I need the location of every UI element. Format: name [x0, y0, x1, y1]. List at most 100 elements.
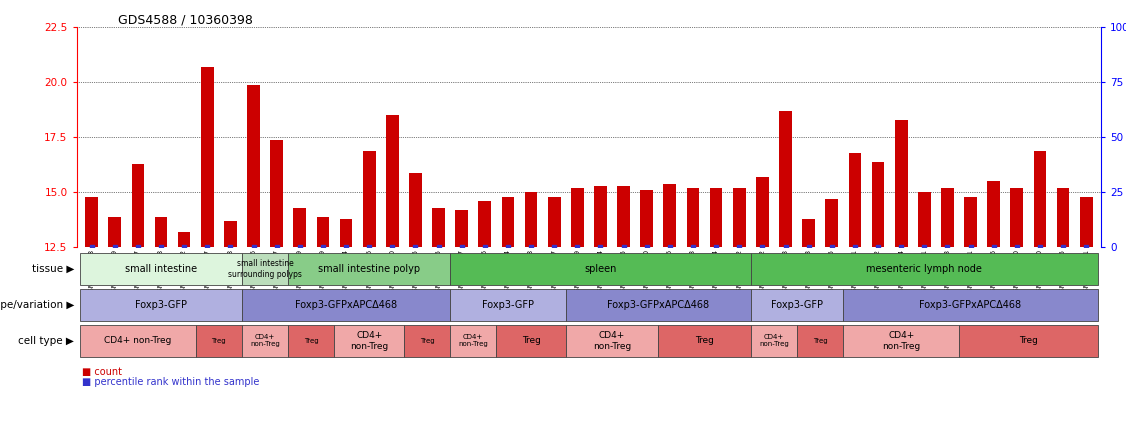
Bar [525, 192, 537, 247]
Bar [687, 188, 699, 247]
Bar [340, 219, 352, 247]
Text: Treg: Treg [813, 338, 828, 344]
Bar [270, 140, 283, 247]
Bar [751, 325, 797, 357]
Bar [964, 197, 977, 247]
Text: CD4+
non-Treg: CD4+ non-Treg [350, 331, 388, 351]
Bar [659, 325, 751, 357]
Text: ■ percentile rank within the sample: ■ percentile rank within the sample [82, 376, 260, 387]
Bar [247, 85, 260, 247]
Bar [1010, 188, 1024, 247]
Bar [479, 201, 491, 247]
Bar [196, 325, 242, 357]
Bar [80, 289, 242, 321]
Bar [895, 120, 908, 247]
Bar [288, 325, 334, 357]
Bar [825, 199, 838, 247]
Text: CD4+
non-Treg: CD4+ non-Treg [593, 331, 632, 351]
Bar [80, 253, 242, 285]
Text: CD4+
non-Treg: CD4+ non-Treg [458, 335, 489, 347]
Bar [108, 217, 122, 247]
Bar [941, 188, 954, 247]
Text: Foxp3-GFPxAPCΔ468: Foxp3-GFPxAPCΔ468 [295, 300, 397, 310]
Bar [154, 217, 168, 247]
Bar [565, 325, 659, 357]
Bar [497, 325, 565, 357]
Bar [132, 164, 144, 247]
Text: Treg: Treg [420, 338, 435, 344]
Text: CD4+
non-Treg: CD4+ non-Treg [250, 335, 280, 347]
Bar [242, 253, 288, 285]
Text: Foxp3-GFP: Foxp3-GFP [771, 300, 823, 310]
Bar [409, 173, 422, 247]
Bar [595, 186, 607, 247]
Text: small intestine polyp: small intestine polyp [319, 264, 420, 274]
Bar [918, 192, 931, 247]
Bar [779, 111, 792, 247]
Bar [751, 253, 1098, 285]
Text: ■ count: ■ count [82, 367, 123, 377]
Bar [450, 325, 497, 357]
Bar [988, 181, 1000, 247]
Bar [709, 188, 723, 247]
Text: Treg: Treg [304, 338, 319, 344]
Bar [663, 184, 677, 247]
Bar [617, 186, 629, 247]
Bar [565, 289, 751, 321]
Bar [86, 197, 98, 247]
Text: mesenteric lymph node: mesenteric lymph node [866, 264, 982, 274]
Bar [363, 151, 376, 247]
Text: CD4+ non-Treg: CD4+ non-Treg [105, 336, 171, 346]
Bar [242, 289, 450, 321]
Bar [288, 253, 450, 285]
Bar [1056, 188, 1070, 247]
Bar [849, 153, 861, 247]
Bar [843, 289, 1098, 321]
Text: Foxp3-GFPxAPCΔ468: Foxp3-GFPxAPCΔ468 [607, 300, 709, 310]
Bar [432, 208, 445, 247]
Bar [501, 197, 515, 247]
Bar [959, 325, 1098, 357]
Text: tissue ▶: tissue ▶ [32, 264, 74, 274]
Bar [334, 325, 404, 357]
Bar [843, 325, 959, 357]
Text: GDS4588 / 10360398: GDS4588 / 10360398 [117, 14, 252, 26]
Text: small intestine: small intestine [125, 264, 197, 274]
Bar [316, 217, 329, 247]
Text: Treg: Treg [1019, 336, 1038, 346]
Bar [224, 221, 236, 247]
Text: Treg: Treg [695, 336, 714, 346]
Bar [294, 208, 306, 247]
Bar [872, 162, 884, 247]
Text: CD4+
non-Treg: CD4+ non-Treg [759, 335, 789, 347]
Bar [571, 188, 583, 247]
Text: Treg: Treg [212, 338, 226, 344]
Bar [802, 219, 815, 247]
Bar [200, 67, 214, 247]
Bar [641, 190, 653, 247]
Bar [797, 325, 843, 357]
Bar [756, 177, 769, 247]
Bar [178, 232, 190, 247]
Bar [386, 115, 399, 247]
Text: Foxp3-GFP: Foxp3-GFP [482, 300, 534, 310]
Bar [548, 197, 561, 247]
Text: Treg: Treg [521, 336, 540, 346]
Bar [450, 289, 565, 321]
Text: small intestine
surrounding polyps: small intestine surrounding polyps [229, 259, 302, 279]
Text: CD4+
non-Treg: CD4+ non-Treg [882, 331, 920, 351]
Bar [404, 325, 450, 357]
Bar [455, 210, 468, 247]
Bar [733, 188, 745, 247]
Bar [1034, 151, 1046, 247]
Bar [242, 325, 288, 357]
Bar [450, 253, 751, 285]
Bar [1080, 197, 1092, 247]
Bar [80, 325, 196, 357]
Text: spleen: spleen [584, 264, 617, 274]
Text: cell type ▶: cell type ▶ [18, 336, 74, 346]
Bar [751, 289, 843, 321]
Text: genotype/variation ▶: genotype/variation ▶ [0, 300, 74, 310]
Text: Foxp3-GFP: Foxp3-GFP [135, 300, 187, 310]
Text: Foxp3-GFPxAPCΔ468: Foxp3-GFPxAPCΔ468 [920, 300, 1021, 310]
